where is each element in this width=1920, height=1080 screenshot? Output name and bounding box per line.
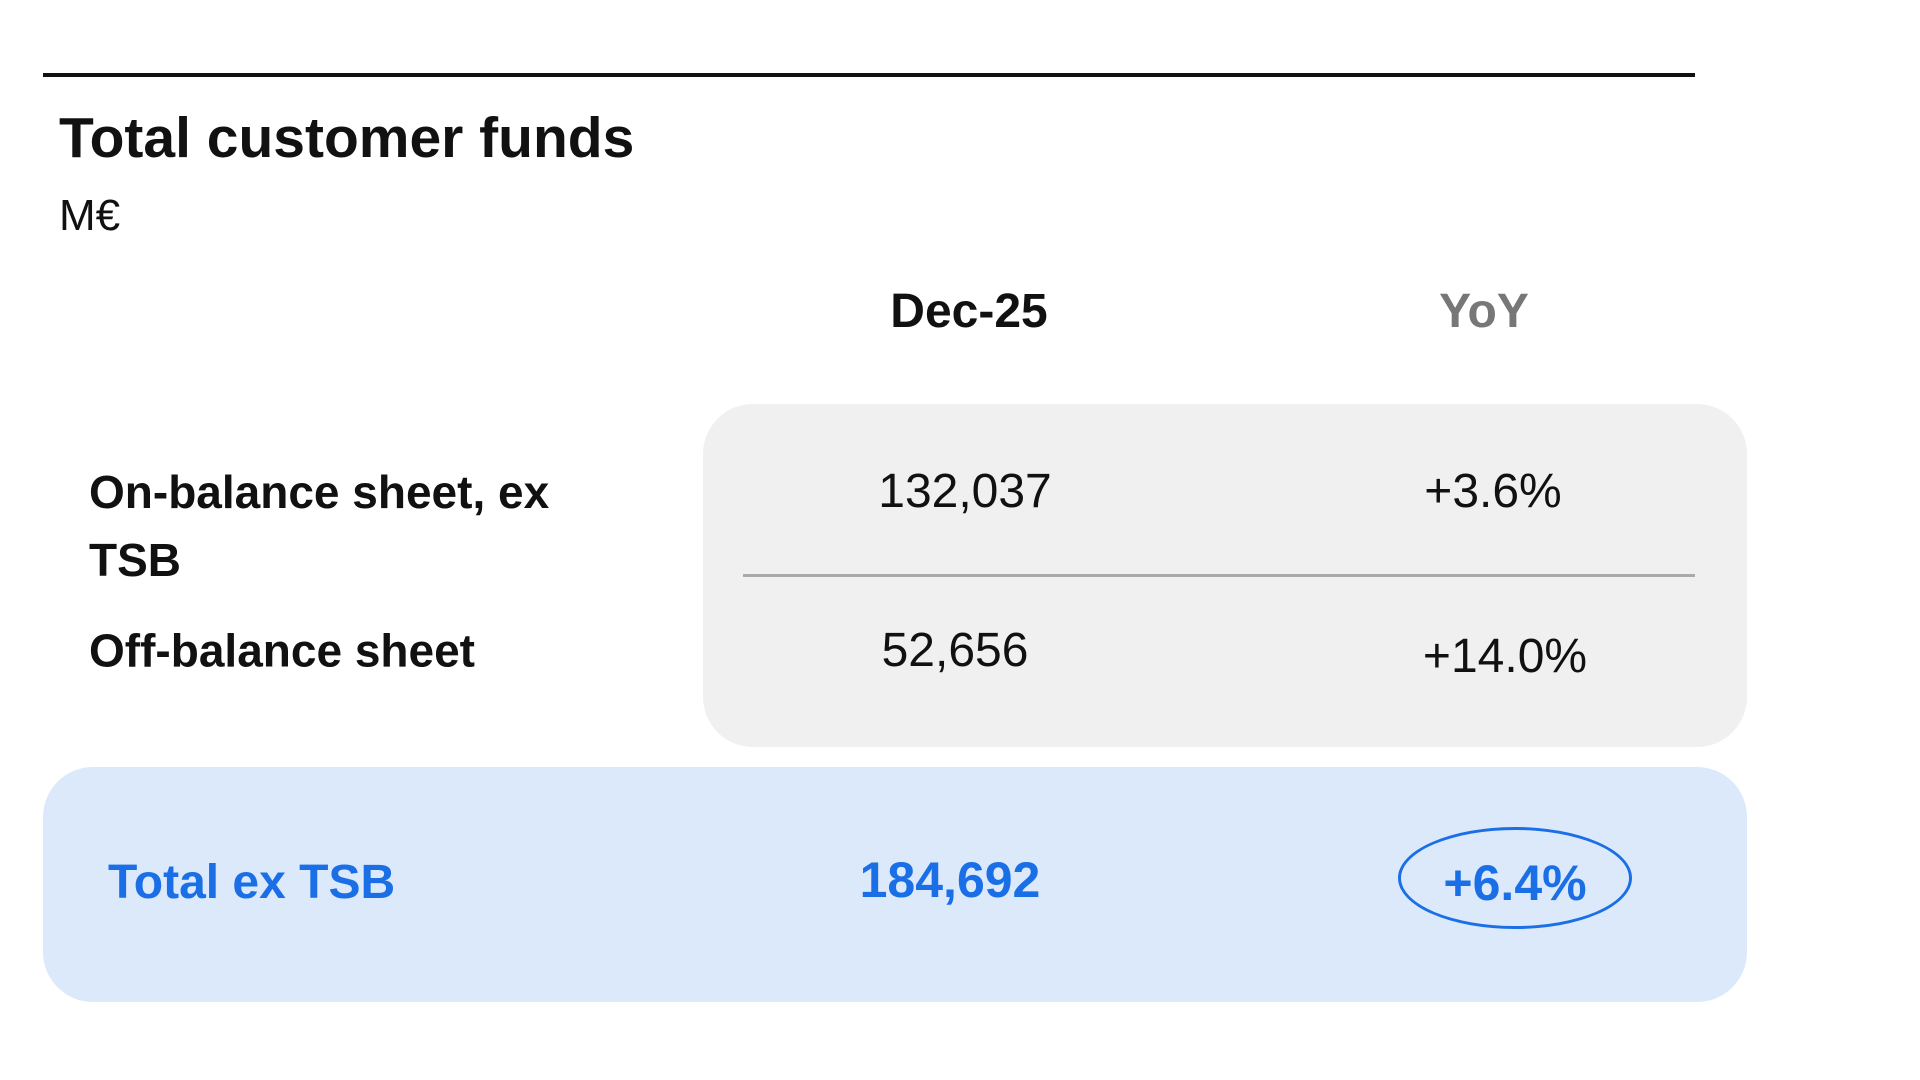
title: Total customer funds (59, 106, 635, 170)
highlight-ellipse (1398, 827, 1632, 929)
row-separator (743, 574, 1695, 577)
row-change: +3.6% (1424, 465, 1562, 519)
row-value: 52,656 (881, 624, 1029, 678)
row-change: +14.0% (1422, 630, 1588, 684)
row-label: On-balance sheet, ex TSB (89, 466, 550, 586)
row-value: 132,037 (878, 465, 1052, 519)
total-value: 184,692 (859, 852, 1041, 908)
total-change: +6.4% (1443, 855, 1587, 911)
top-rule (43, 73, 1695, 77)
row-label: Off-balance sheet (89, 624, 475, 677)
subtitle: M€ (59, 191, 121, 240)
column-header: YoY (1439, 285, 1529, 339)
column-header: Dec-25 (890, 285, 1048, 339)
total-label: Total ex TSB (108, 856, 396, 910)
